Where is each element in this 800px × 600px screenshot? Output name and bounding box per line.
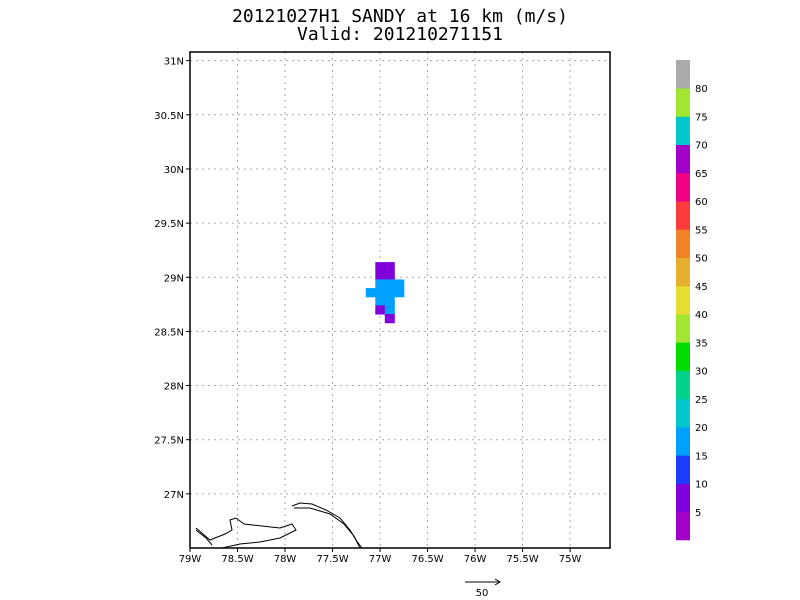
x-tick-label: 78W bbox=[274, 554, 297, 565]
colorbar-label: 25 bbox=[695, 395, 708, 406]
vector-scale-arrowhead bbox=[494, 578, 501, 586]
x-tick-label: 75.5W bbox=[507, 554, 539, 565]
colorbar-label: 5 bbox=[695, 508, 701, 519]
y-tick-label: 31N bbox=[164, 57, 184, 68]
colorbar-swatch bbox=[676, 257, 690, 287]
colorbar-label: 10 bbox=[695, 480, 708, 491]
colorbar-label: 75 bbox=[695, 112, 708, 123]
wind-cell bbox=[375, 288, 386, 298]
wind-cell bbox=[384, 296, 395, 306]
colorbar-swatch bbox=[676, 511, 690, 541]
wind-cell bbox=[384, 314, 395, 324]
coast bbox=[195, 517, 297, 549]
x-tick-label: 77W bbox=[369, 554, 392, 565]
x-tick-label: 76.5W bbox=[411, 554, 443, 565]
wind-cell bbox=[384, 288, 395, 298]
colorbar-swatch bbox=[676, 116, 690, 146]
x-tick-label: 76W bbox=[464, 554, 487, 565]
wind-cell bbox=[375, 305, 386, 315]
colorbar-label: 65 bbox=[695, 169, 708, 180]
wind-cell bbox=[365, 288, 376, 298]
colorbar-label: 15 bbox=[695, 451, 708, 462]
wind-cell bbox=[394, 279, 405, 289]
colorbar-label: 80 bbox=[695, 84, 708, 95]
vector-scale-label: 50 bbox=[476, 588, 489, 599]
grid bbox=[189, 52, 610, 548]
colorbar-swatch bbox=[676, 172, 690, 202]
colorbar-label: 40 bbox=[695, 310, 708, 321]
x-tick-label: 77.5W bbox=[316, 554, 348, 565]
colorbar-swatch bbox=[676, 342, 690, 371]
wind-cell bbox=[375, 262, 386, 272]
colorbar-label: 70 bbox=[695, 141, 708, 152]
y-tick-label: 29N bbox=[164, 273, 184, 284]
wind-cell bbox=[384, 305, 395, 315]
colorbar-label: 20 bbox=[695, 423, 708, 434]
colorbar-swatch bbox=[676, 455, 690, 484]
wind-cell bbox=[384, 279, 395, 289]
colorbar-label: 50 bbox=[695, 254, 708, 265]
colorbar: 5 10 15 20 25 30 35 40 45 50 55 60 65 70 75 80 bbox=[676, 60, 708, 541]
x-tick-label: 79W bbox=[179, 554, 202, 565]
y-tick-label: 28.5N bbox=[154, 327, 184, 338]
colorbar-swatch bbox=[676, 483, 690, 513]
y-tick-label: 30.5N bbox=[154, 111, 184, 122]
plot-frame bbox=[189, 51, 611, 549]
title: 20121027H1 SANDY at 16 km (m/s) bbox=[232, 6, 568, 27]
colorbar-swatch bbox=[676, 144, 690, 174]
wind-cell bbox=[375, 296, 386, 306]
colorbar-label: 60 bbox=[695, 197, 708, 208]
colorbar-label: 55 bbox=[695, 225, 708, 236]
y-tick-label: 27.5N bbox=[154, 436, 184, 447]
colorbar-swatch bbox=[676, 427, 690, 456]
colorbar-label: 35 bbox=[695, 338, 708, 349]
wind-cell bbox=[394, 288, 405, 298]
wind-cell bbox=[375, 279, 386, 289]
wind-cells bbox=[365, 262, 405, 324]
colorbar-swatch bbox=[676, 88, 690, 117]
y-tick-label: 27N bbox=[164, 490, 184, 501]
colorbar-swatch bbox=[676, 60, 690, 89]
wind-cell bbox=[375, 270, 386, 280]
y-tick-label: 30N bbox=[164, 165, 184, 176]
y-tick-label: 29.5N bbox=[154, 219, 184, 230]
wind-cell bbox=[384, 270, 395, 280]
colorbar-label: 45 bbox=[695, 282, 708, 293]
coast bbox=[291, 502, 363, 549]
coast bbox=[294, 507, 361, 549]
colorbar-swatch bbox=[676, 201, 690, 230]
y-tick-label: 28N bbox=[164, 382, 184, 393]
wind-cell bbox=[384, 262, 395, 272]
colorbar-swatch bbox=[676, 285, 690, 315]
subtitle: Valid: 201210271151 bbox=[297, 24, 503, 45]
x-tick-label: 78.5W bbox=[221, 554, 253, 565]
x-tick-label: 75W bbox=[559, 554, 582, 565]
coast bbox=[195, 529, 213, 546]
colorbar-swatch bbox=[676, 314, 690, 343]
colorbar-swatch bbox=[676, 370, 690, 400]
colorbar-swatch bbox=[676, 398, 690, 428]
colorbar-swatch bbox=[676, 229, 690, 258]
coastline bbox=[195, 502, 363, 549]
colorbar-label: 30 bbox=[695, 367, 708, 378]
